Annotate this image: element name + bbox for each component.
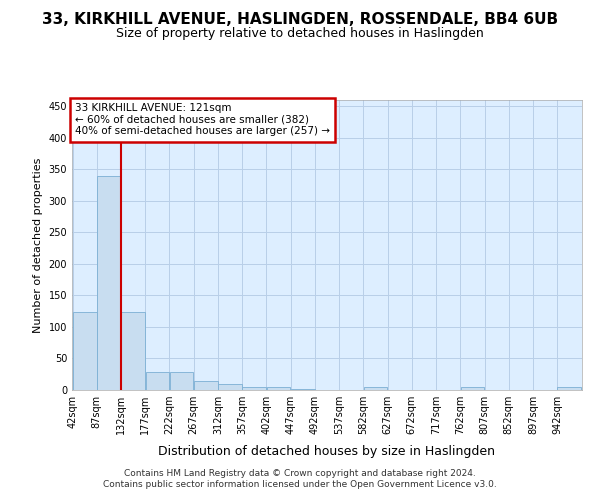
Bar	[170, 372, 193, 390]
Text: Size of property relative to detached houses in Haslingden: Size of property relative to detached ho…	[116, 28, 484, 40]
Y-axis label: Number of detached properties: Number of detached properties	[33, 158, 43, 332]
Bar	[461, 388, 484, 390]
Bar	[146, 372, 169, 390]
Text: 33, KIRKHILL AVENUE, HASLINGDEN, ROSSENDALE, BB4 6UB: 33, KIRKHILL AVENUE, HASLINGDEN, ROSSEND…	[42, 12, 558, 28]
Text: Contains public sector information licensed under the Open Government Licence v3: Contains public sector information licen…	[103, 480, 497, 489]
Bar	[97, 176, 121, 390]
Bar	[242, 387, 266, 390]
Bar	[218, 384, 242, 390]
Text: 33 KIRKHILL AVENUE: 121sqm
← 60% of detached houses are smaller (382)
40% of sem: 33 KIRKHILL AVENUE: 121sqm ← 60% of deta…	[75, 103, 330, 136]
Bar	[194, 380, 218, 390]
X-axis label: Distribution of detached houses by size in Haslingden: Distribution of detached houses by size …	[158, 446, 496, 458]
Bar	[557, 388, 581, 390]
Bar	[266, 388, 290, 390]
Text: Contains HM Land Registry data © Crown copyright and database right 2024.: Contains HM Land Registry data © Crown c…	[124, 468, 476, 477]
Bar	[121, 312, 145, 390]
Bar	[364, 388, 388, 390]
Bar	[73, 312, 97, 390]
